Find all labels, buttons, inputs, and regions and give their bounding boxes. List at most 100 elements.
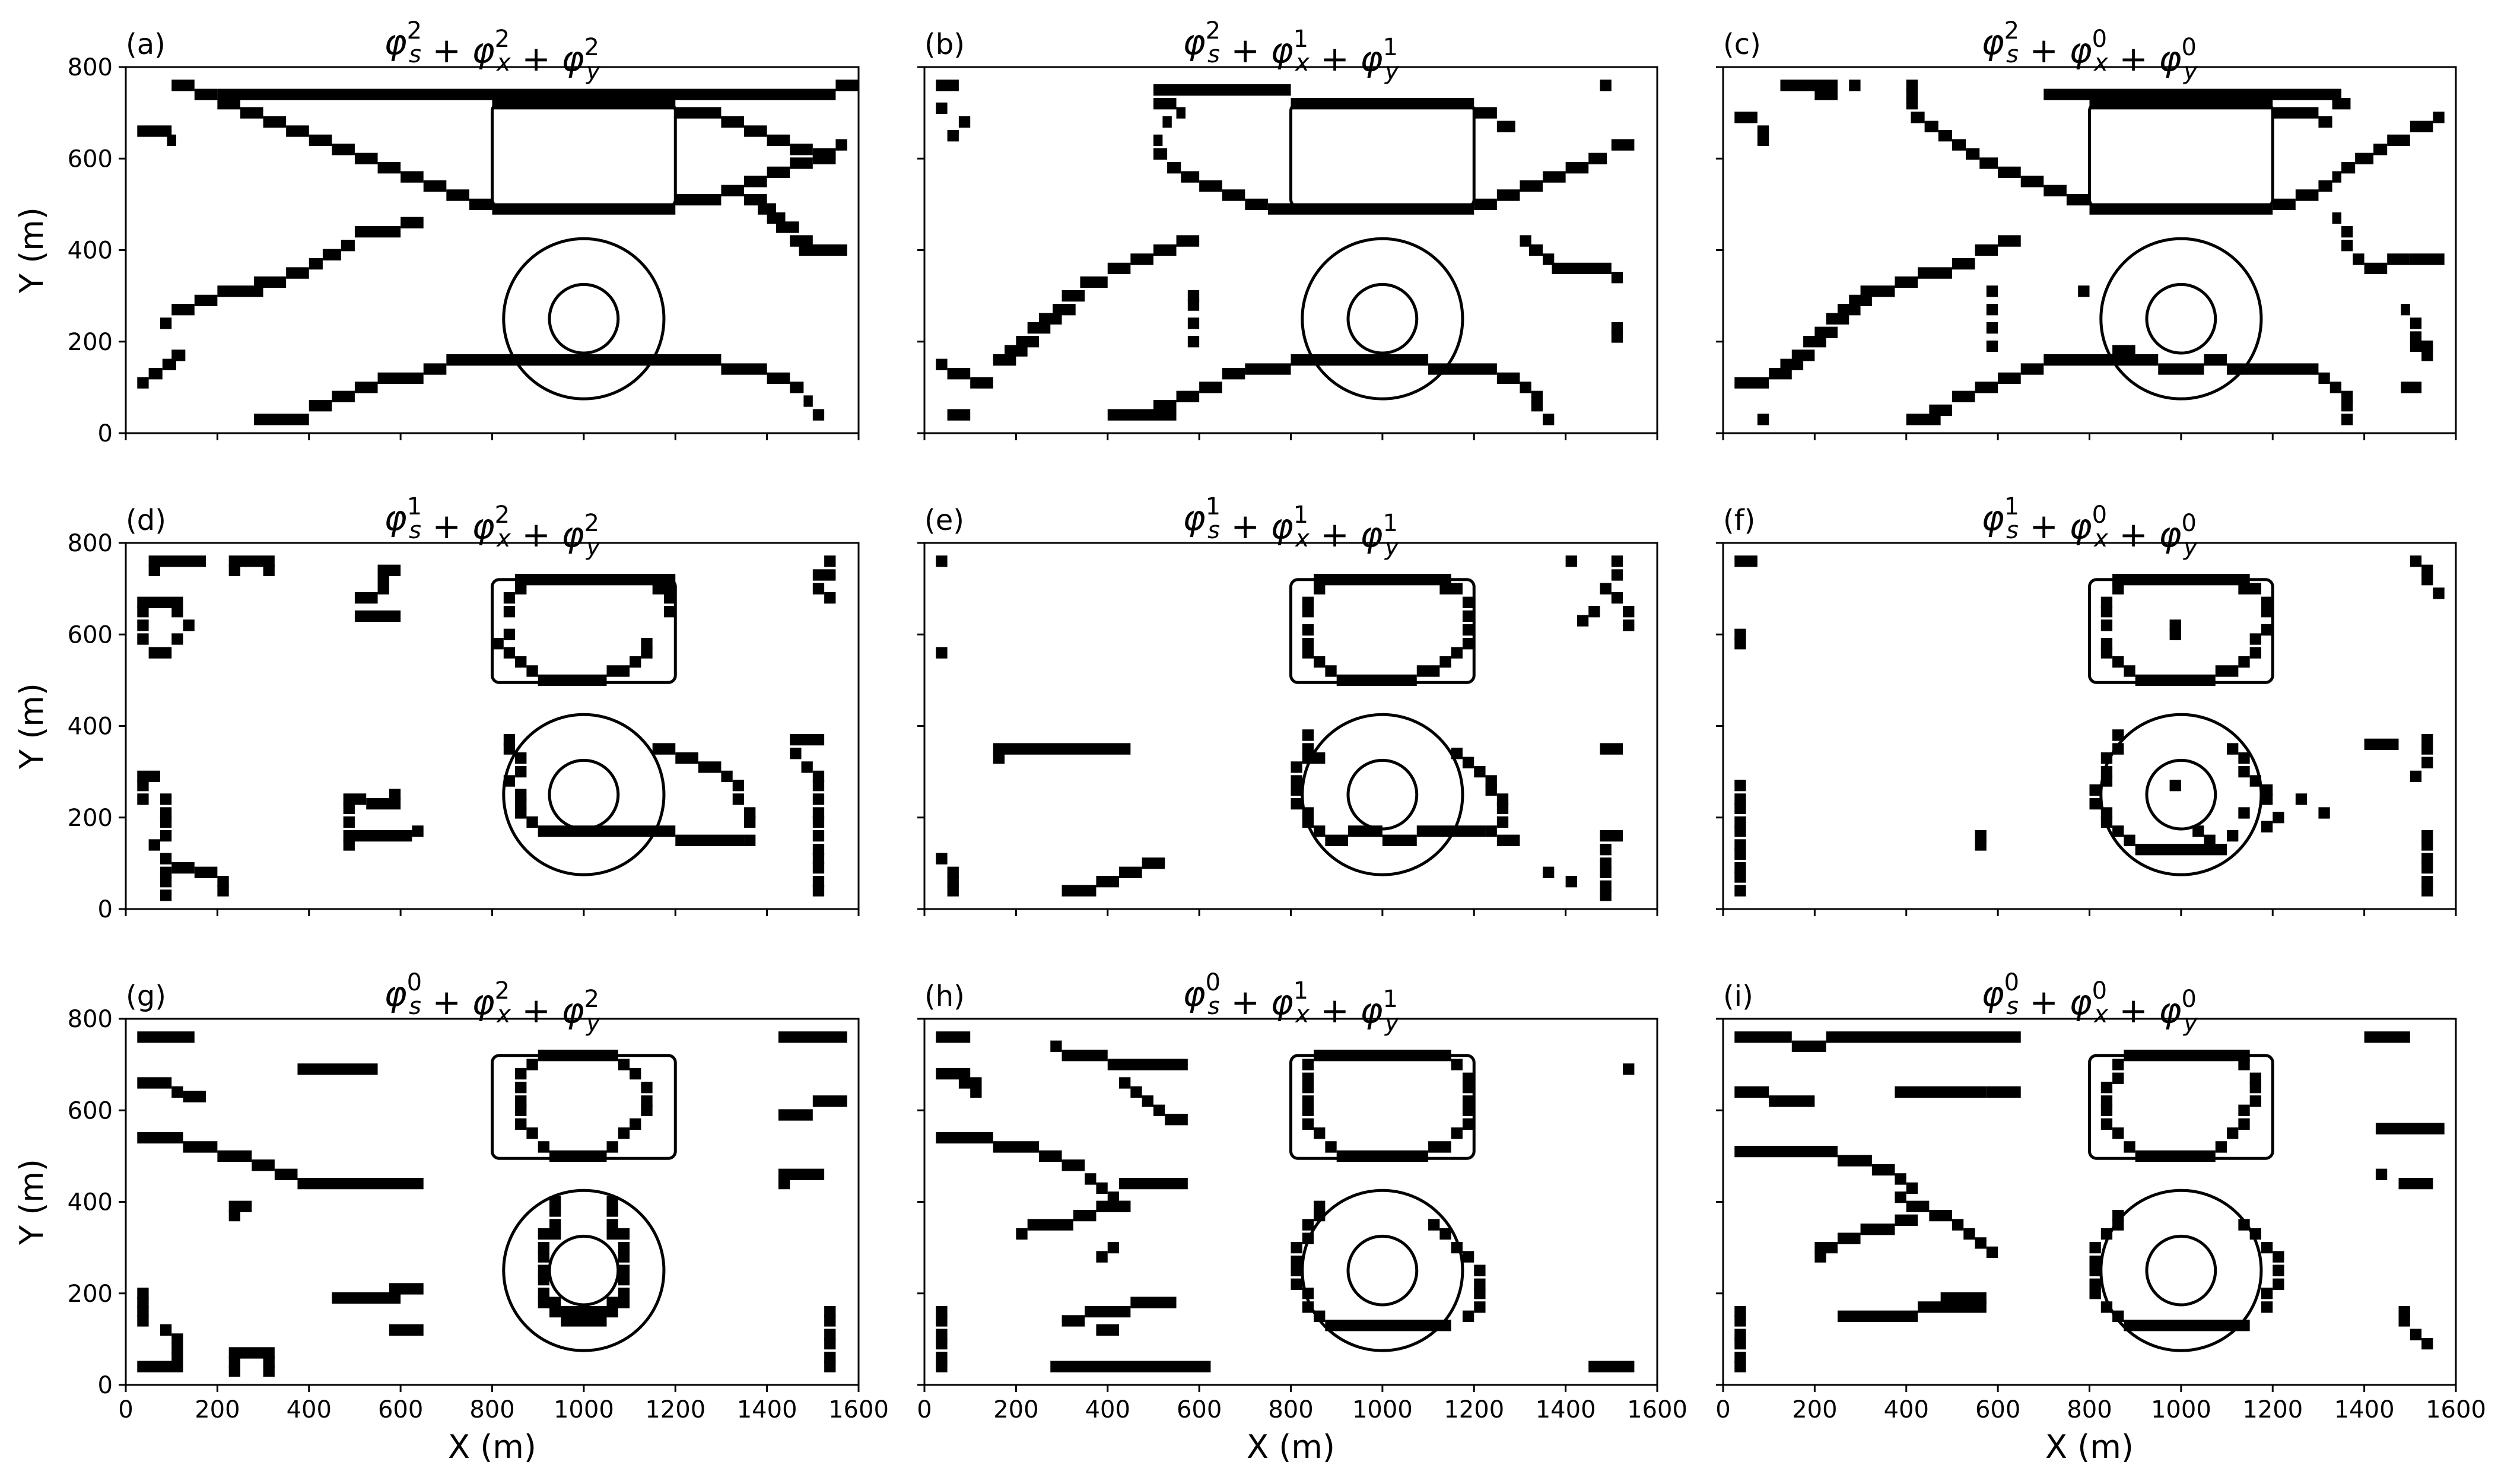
panel-e: (e) φ1 s + φ1 x + φ1 y (917, 493, 1658, 916)
panel-title: φ1 s + φ2 x + φ2 y (384, 493, 601, 561)
y-tick-label: 200 (68, 1280, 113, 1308)
outer-circle-outline (502, 1189, 666, 1352)
inner-circle-outline (1346, 282, 1419, 355)
x-tick-label: 1400 (2334, 1396, 2395, 1423)
outer-circle-outline (2099, 713, 2263, 876)
edge-cells (1734, 555, 2445, 897)
x-tick-label: 1400 (1536, 1396, 1596, 1423)
y-tick-label: 0 (98, 896, 113, 923)
panel-tag: (h) (924, 980, 965, 1013)
panel-f: (f) φ1 s + φ0 x + φ0 y (1716, 493, 2457, 916)
x-tick-label: 0 (917, 1396, 932, 1423)
y-tick-label: 0 (98, 1372, 113, 1399)
x-tick-label: 1000 (2151, 1396, 2211, 1423)
x-tick-label: 400 (287, 1396, 332, 1423)
y-tick-label: 200 (68, 805, 113, 832)
edge-cells (137, 555, 836, 901)
rectangle-outline (2088, 578, 2274, 684)
x-tick-label: 1200 (1444, 1396, 1504, 1423)
x-tick-label: 200 (195, 1396, 240, 1423)
y-tick-label: 400 (68, 713, 113, 741)
inner-circle-outline (1346, 1234, 1419, 1307)
x-tick-label: 800 (1268, 1396, 1313, 1423)
panel-grid: 0 200 400 600 800 (a) φ2 s + φ2 x + φ2 y Y (m) (b) φ… (13, 17, 2486, 1466)
panel-title: φ0 s + φ1 x + φ1 y (1183, 969, 1400, 1037)
x-tick-label: 1600 (828, 1396, 889, 1423)
panel-h: 0 200 400 600 800 1000 1200 1400 1600 (h) φ0 s + φ1… (917, 969, 1687, 1466)
y-tick-label: 400 (68, 1189, 113, 1216)
x-tick-label: 800 (2067, 1396, 2112, 1423)
x-axis-label: X (m) (2045, 1428, 2134, 1466)
x-tick-label: 1600 (1627, 1396, 1687, 1423)
x-tick-label: 200 (1792, 1396, 1837, 1423)
panel-d: 0 200 400 600 800 (d) φ1 s + φ2 x + φ2 y Y (m) (13, 493, 860, 923)
inner-circle-outline (1346, 758, 1419, 831)
rectangle-outline (1289, 578, 1476, 684)
x-tick-label: 1000 (1352, 1396, 1413, 1423)
x-tick-label: 400 (1085, 1396, 1130, 1423)
panel-title: φ2 s + φ1 x + φ1 y (1183, 17, 1400, 85)
panel-tag: (c) (1723, 28, 1761, 61)
rectangle-outline (491, 1054, 677, 1160)
x-tick-label: 1000 (554, 1396, 614, 1423)
x-tick-label: 600 (378, 1396, 423, 1423)
x-tick-label: 1200 (2242, 1396, 2303, 1423)
y-tick-label: 600 (68, 145, 113, 173)
edge-cells (137, 1031, 847, 1377)
edge-cells (936, 1031, 1635, 1372)
inner-circle-outline (548, 1234, 620, 1307)
y-axis-label: Y (m) (13, 1159, 50, 1245)
rectangle-outline (2088, 1054, 2274, 1160)
outer-circle-outline (502, 237, 666, 401)
panel-c: (c) φ2 s + φ0 x + φ0 y (1716, 17, 2457, 440)
inner-circle-outline (2145, 758, 2217, 831)
panel-tag: (i) (1723, 980, 1753, 1013)
y-tick-label: 400 (68, 237, 113, 265)
y-tick-label: 800 (68, 54, 113, 81)
y-tick-label: 600 (68, 621, 113, 649)
outer-circle-outline (1301, 713, 1464, 876)
panel-g: 0 200 400 600 800 1000 1200 1400 1600 0 200 400 600 8… (13, 969, 889, 1466)
y-tick-label: 0 (98, 420, 113, 447)
rectangle-outline (1289, 1054, 1476, 1160)
panel-i: 0 200 400 600 800 1000 1200 1400 1600 (i) φ0 s + φ0… (1715, 969, 2486, 1466)
x-axis-label: X (m) (1247, 1428, 1335, 1466)
outer-circle-outline (502, 713, 666, 876)
y-tick-label: 800 (68, 1006, 113, 1033)
y-tick-label: 600 (68, 1097, 113, 1124)
x-tick-label: 600 (1975, 1396, 2020, 1423)
panel-b: (b) φ2 s + φ1 x + φ1 y (917, 17, 1658, 440)
x-tick-label: 1200 (645, 1396, 705, 1423)
outer-circle-outline (1301, 1189, 1464, 1352)
inner-circle-outline (2145, 1234, 2217, 1307)
inner-circle-outline (548, 282, 620, 355)
panel-title: φ1 s + φ1 x + φ1 y (1183, 493, 1400, 561)
rectangle-outline (2088, 102, 2274, 208)
x-tick-label: 600 (1177, 1396, 1222, 1423)
x-axis-label: X (m) (448, 1428, 536, 1466)
panel-tag: (e) (924, 504, 964, 537)
panel-title: φ0 s + φ0 x + φ0 y (1981, 969, 2198, 1037)
panel-tag: (f) (1723, 504, 1755, 537)
x-tick-label: 200 (993, 1396, 1038, 1423)
y-axis-label: Y (m) (13, 683, 50, 770)
rectangle-outline (491, 102, 677, 208)
x-tick-label: 800 (469, 1396, 514, 1423)
panel-tag: (g) (126, 980, 166, 1013)
panel-tag: (a) (126, 28, 166, 61)
outer-circle-outline (1301, 237, 1464, 401)
outer-circle-outline (2099, 237, 2263, 401)
x-tick-label: 400 (1884, 1396, 1929, 1423)
panel-title: φ2 s + φ0 x + φ0 y (1981, 17, 2198, 85)
panel-title: φ1 s + φ0 x + φ0 y (1981, 493, 2198, 561)
panel-title: φ2 s + φ2 x + φ2 y (384, 17, 601, 85)
panel-title: φ0 s + φ2 x + φ2 y (384, 969, 601, 1037)
rectangle-outline (1289, 102, 1476, 208)
outer-circle-outline (2099, 1189, 2263, 1352)
y-tick-label: 200 (68, 329, 113, 356)
x-tick-label: 1600 (2426, 1396, 2486, 1423)
panel-a: 0 200 400 600 800 (a) φ2 s + φ2 x + φ2 y Y (m) (13, 17, 860, 447)
x-tick-label: 0 (118, 1396, 133, 1423)
x-tick-label: 1400 (737, 1396, 797, 1423)
